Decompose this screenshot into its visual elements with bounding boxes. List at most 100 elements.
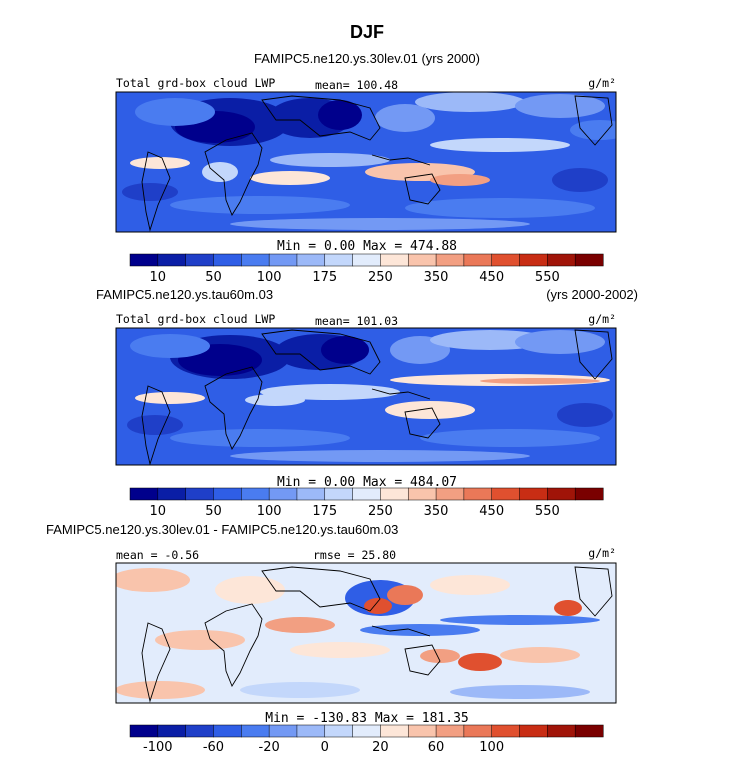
colorbar-swatch <box>213 487 242 501</box>
panel-3-coastlines <box>141 566 613 703</box>
panel-3-min-max: Min = -130.83 Max = 181.35 <box>265 711 469 726</box>
colorbar-swatch <box>407 253 437 267</box>
field-patch <box>430 174 490 186</box>
field-patch <box>385 401 475 419</box>
coastline-south-america <box>141 622 171 703</box>
colorbar-tick-label: 20 <box>372 740 389 755</box>
field-patch <box>570 120 616 140</box>
field-patch <box>500 647 580 663</box>
panel-2-units: g/m² <box>588 312 616 326</box>
field-patch <box>450 685 590 699</box>
colorbar-swatch <box>491 253 521 267</box>
field-patch <box>318 100 362 130</box>
panel-1-colorbar: 10 50 100 175 250 350 450 550 <box>129 253 604 285</box>
colorbar-swatch <box>435 487 465 501</box>
coastline-australia <box>404 644 441 676</box>
field-patch <box>230 218 530 230</box>
field-patch <box>135 98 215 126</box>
field-patch <box>480 378 600 384</box>
colorbar-swatch <box>157 724 187 738</box>
panel-1-header: FAMIPC5.ne120.ys.30lev.01 (yrs 2000) <box>254 51 480 66</box>
field-patch <box>321 336 369 364</box>
colorbar-swatch <box>157 487 187 501</box>
colorbar-swatch <box>296 487 326 501</box>
panel-3-map <box>116 563 616 703</box>
colorbar-tick-label: 100 <box>257 504 282 519</box>
colorbar-tick-label: 250 <box>368 270 393 285</box>
colorbar-tick-label: -60 <box>203 740 224 755</box>
colorbar-swatch <box>268 724 298 738</box>
field-patch <box>127 415 183 435</box>
colorbar-swatch <box>380 487 409 501</box>
field-patch <box>245 394 305 406</box>
panel-1-units: g/m² <box>588 76 616 90</box>
panel-3: FAMIPC5.ne120.ys.30lev.01 - FAMIPC5.ne12… <box>46 522 617 755</box>
coastline-maritime-continent <box>371 388 431 400</box>
colorbar-swatch <box>241 487 270 501</box>
panel-1-min-max: Min = 0.00 Max = 474.88 <box>277 239 457 254</box>
field-patch <box>515 94 605 118</box>
colorbar-swatch <box>463 253 493 267</box>
colorbar-swatch <box>241 253 270 267</box>
panel-2-map <box>116 328 616 465</box>
colorbar-tick-label: 10 <box>150 270 167 285</box>
field-patch <box>415 92 525 112</box>
panel-1: FAMIPC5.ne120.ys.30lev.01 (yrs 2000) Tot… <box>115 51 617 285</box>
panel-1-map <box>116 92 616 232</box>
colorbar-tick-label: 250 <box>368 504 393 519</box>
colorbar-swatch <box>491 724 521 738</box>
colorbar-swatch <box>547 724 576 738</box>
colorbar-swatch <box>185 253 215 267</box>
field-patch <box>130 157 190 169</box>
colorbar-tick-label: 450 <box>479 270 504 285</box>
field-patch <box>458 653 502 671</box>
coastline-eurasia <box>261 329 381 375</box>
field-patch <box>364 598 392 614</box>
figure-title: DJF <box>350 22 384 42</box>
colorbar-tick-label: 10 <box>150 504 167 519</box>
field-patch <box>230 450 530 462</box>
colorbar-swatch <box>185 487 215 501</box>
panel-2-min-max: Min = 0.00 Max = 484.07 <box>277 475 457 490</box>
field-patch <box>265 617 335 633</box>
coastline-africa <box>204 603 263 687</box>
field-patch <box>250 171 330 185</box>
colorbar-tick-label: 100 <box>257 270 282 285</box>
colorbar-tick-label: 550 <box>535 504 560 519</box>
panel-2-stat-label: mean= 101.03 <box>315 314 398 328</box>
colorbar-swatch <box>352 487 381 501</box>
panel-3-stat-label: rmse = 25.80 <box>313 548 396 562</box>
panel-3-map-frame <box>115 562 617 704</box>
colorbar-swatch <box>435 253 465 267</box>
field-patch <box>420 429 600 447</box>
field-patch <box>170 196 350 214</box>
colorbar-swatch <box>380 724 409 738</box>
field-patch <box>515 330 605 354</box>
field-patch <box>202 162 238 182</box>
colorbar-swatch <box>268 487 298 501</box>
field-patch <box>387 585 423 605</box>
panel-1-stat-label: mean= 100.48 <box>315 78 398 92</box>
colorbar-swatch <box>129 253 159 267</box>
colorbar-swatch <box>463 487 493 501</box>
field-patch <box>215 576 285 604</box>
colorbar-swatch <box>129 724 159 738</box>
field-patch <box>375 104 435 132</box>
colorbar-swatch <box>574 487 604 501</box>
colorbar-swatch <box>519 724 548 738</box>
colorbar-swatch <box>547 253 576 267</box>
field-patch <box>270 153 390 167</box>
colorbar-tick-label: 100 <box>479 740 504 755</box>
colorbar-tick-label: 50 <box>205 270 222 285</box>
field-patch <box>122 183 178 201</box>
panel-2-field <box>127 330 613 462</box>
colorbar-swatch <box>574 253 604 267</box>
panel-1-map-frame <box>115 91 617 233</box>
field-patch <box>240 682 360 698</box>
colorbar-swatch <box>380 253 409 267</box>
field-patch <box>405 198 595 218</box>
field-patch <box>135 392 205 404</box>
field-patch <box>130 334 210 358</box>
